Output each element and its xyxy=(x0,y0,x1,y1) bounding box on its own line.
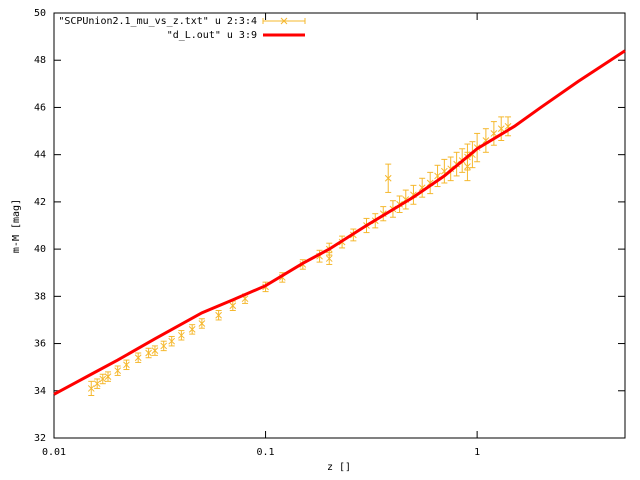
legend-label: "SCPUnion2.1_mu_vs_z.txt" u 2:3:4 xyxy=(58,16,257,27)
data-point xyxy=(134,352,142,363)
y-tick-label: 36 xyxy=(34,339,46,350)
x-tick-label: 0.1 xyxy=(257,447,275,458)
point-marker xyxy=(497,125,505,133)
point-marker xyxy=(198,320,206,327)
point-marker xyxy=(87,385,95,392)
data-point xyxy=(198,318,206,329)
y-tick-label: 48 xyxy=(34,55,46,66)
point-marker xyxy=(188,326,196,333)
data-point xyxy=(104,371,112,382)
point-marker xyxy=(145,349,152,357)
legend-swatch xyxy=(280,17,288,25)
point-marker xyxy=(229,302,237,310)
x-axis-label: z [] xyxy=(327,462,351,473)
data-point xyxy=(229,300,237,311)
legend-label: "d_L.out" u 3:9 xyxy=(167,30,257,41)
point-marker xyxy=(123,361,130,369)
x-tick-label: 1 xyxy=(474,447,480,458)
y-tick-label: 40 xyxy=(34,244,46,255)
y-axis-label: m-M [mag] xyxy=(11,199,22,253)
point-marker xyxy=(99,375,107,383)
data-point xyxy=(325,252,333,265)
point-marker xyxy=(114,367,122,375)
point-marker xyxy=(178,331,185,339)
data-point xyxy=(178,330,185,341)
data-point xyxy=(160,340,168,352)
data-point xyxy=(87,380,95,396)
point-marker xyxy=(464,163,471,170)
data-point xyxy=(215,310,222,321)
model-line xyxy=(53,49,626,396)
y-tick-label: 50 xyxy=(34,8,46,19)
point-marker xyxy=(134,354,142,362)
point-marker xyxy=(325,255,333,262)
data-point xyxy=(93,378,101,389)
y-tick-label: 42 xyxy=(34,197,46,208)
point-marker xyxy=(490,130,498,137)
point-marker xyxy=(215,311,222,319)
y-tick-label: 46 xyxy=(34,102,46,113)
y-tick-label: 34 xyxy=(34,386,46,397)
data-point xyxy=(188,324,196,335)
point-marker xyxy=(168,337,176,345)
data-point xyxy=(168,335,176,347)
point-marker xyxy=(384,174,392,182)
point-marker xyxy=(104,373,112,380)
data-point xyxy=(99,373,107,385)
data-point xyxy=(384,163,392,193)
data-point xyxy=(123,359,130,371)
data-point xyxy=(490,121,498,146)
y-tick-label: 32 xyxy=(34,433,46,444)
point-marker xyxy=(93,380,101,388)
x-tick-label: 0.01 xyxy=(42,447,66,458)
y-tick-label: 44 xyxy=(34,150,46,161)
plot-frame xyxy=(53,12,626,439)
data-point xyxy=(114,365,122,376)
data-point xyxy=(497,116,505,141)
data-point xyxy=(426,171,434,195)
point-marker xyxy=(160,342,168,350)
data-point xyxy=(440,158,448,184)
data-point xyxy=(151,345,159,356)
point-marker xyxy=(151,347,159,354)
y-tick-label: 38 xyxy=(34,291,46,302)
data-point xyxy=(402,189,410,210)
data-point xyxy=(145,347,152,359)
